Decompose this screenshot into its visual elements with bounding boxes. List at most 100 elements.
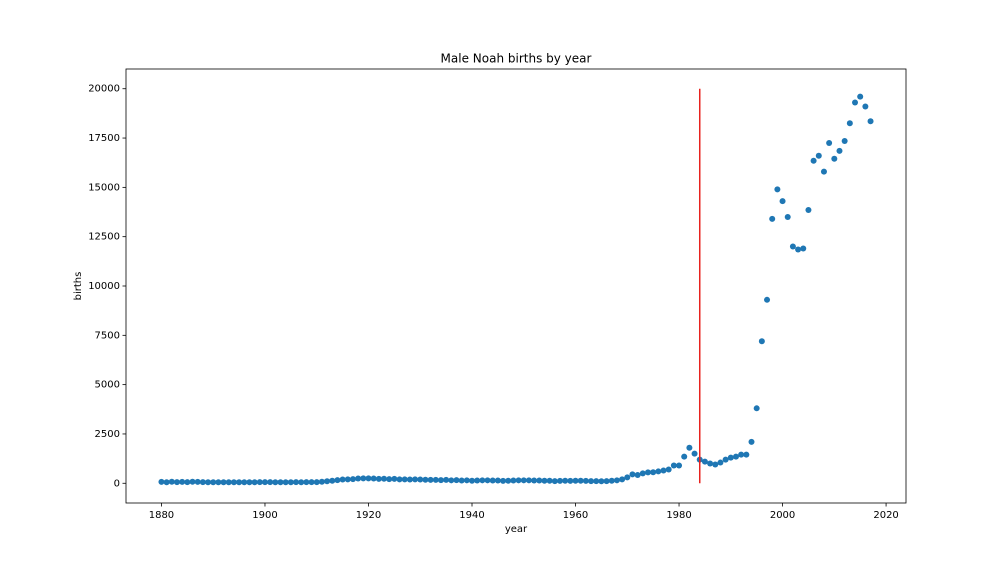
point bbox=[500, 477, 507, 484]
point bbox=[836, 147, 843, 154]
y-tick-label: 12500 bbox=[88, 232, 120, 243]
point bbox=[158, 478, 165, 485]
point bbox=[743, 451, 750, 458]
point bbox=[412, 476, 419, 483]
point bbox=[225, 479, 232, 486]
x-tick-label: 1900 bbox=[252, 510, 277, 521]
point bbox=[820, 168, 827, 175]
point bbox=[324, 478, 331, 485]
point bbox=[189, 478, 196, 485]
point bbox=[287, 479, 294, 486]
point bbox=[624, 474, 631, 481]
point bbox=[298, 479, 305, 486]
point bbox=[339, 476, 346, 483]
point bbox=[764, 296, 771, 303]
point bbox=[463, 477, 470, 484]
point bbox=[629, 471, 636, 478]
point bbox=[386, 476, 393, 483]
point bbox=[432, 476, 439, 483]
point bbox=[670, 462, 677, 469]
point bbox=[168, 478, 175, 485]
point bbox=[334, 477, 341, 484]
point bbox=[484, 477, 491, 484]
point bbox=[603, 478, 610, 485]
point bbox=[443, 476, 450, 483]
point bbox=[230, 479, 237, 486]
point bbox=[572, 477, 579, 484]
point bbox=[401, 476, 408, 483]
point bbox=[391, 475, 398, 482]
point bbox=[769, 215, 776, 222]
point bbox=[536, 477, 543, 484]
plot-frame bbox=[125, 68, 907, 504]
point bbox=[179, 478, 186, 485]
point bbox=[494, 477, 501, 484]
point bbox=[525, 477, 532, 484]
point bbox=[474, 477, 481, 484]
point bbox=[556, 477, 563, 484]
point bbox=[510, 477, 517, 484]
point bbox=[272, 479, 279, 486]
y-tick-label: 17500 bbox=[88, 133, 120, 144]
y-tick-label: 10000 bbox=[88, 281, 120, 292]
point bbox=[469, 477, 476, 484]
x-tick-label: 1940 bbox=[459, 510, 484, 521]
point bbox=[841, 138, 848, 145]
point bbox=[479, 477, 486, 484]
point bbox=[562, 477, 569, 484]
point bbox=[344, 476, 351, 483]
point bbox=[784, 213, 791, 220]
point bbox=[712, 461, 719, 468]
point bbox=[598, 478, 605, 485]
point bbox=[303, 479, 310, 486]
y-tick-label: 7500 bbox=[95, 330, 120, 341]
point bbox=[360, 475, 367, 482]
point bbox=[727, 454, 734, 461]
y-tick-label: 15000 bbox=[88, 182, 120, 193]
point bbox=[505, 477, 512, 484]
point bbox=[805, 207, 812, 214]
point bbox=[691, 450, 698, 457]
point bbox=[215, 479, 222, 486]
point bbox=[396, 476, 403, 483]
point bbox=[251, 479, 258, 486]
point bbox=[831, 155, 838, 162]
point bbox=[422, 476, 429, 483]
point bbox=[236, 479, 243, 486]
point bbox=[619, 476, 626, 483]
chart-title: Male Noah births by year bbox=[441, 52, 592, 66]
point bbox=[370, 475, 377, 482]
point bbox=[753, 405, 760, 412]
y-tick-label: 5000 bbox=[95, 380, 120, 391]
point bbox=[173, 479, 180, 486]
point bbox=[163, 479, 170, 486]
point bbox=[551, 478, 558, 485]
point bbox=[453, 477, 460, 484]
y-tick-label: 0 bbox=[114, 478, 120, 489]
point bbox=[567, 477, 574, 484]
point bbox=[852, 99, 859, 106]
point bbox=[205, 479, 212, 486]
point bbox=[867, 118, 874, 125]
point bbox=[241, 479, 248, 486]
point bbox=[644, 469, 651, 476]
point bbox=[489, 477, 496, 484]
point bbox=[846, 120, 853, 127]
point bbox=[267, 479, 274, 486]
x-tick-label: 1920 bbox=[356, 510, 381, 521]
x-tick-label: 2000 bbox=[770, 510, 795, 521]
x-tick-label: 1880 bbox=[149, 510, 174, 521]
point bbox=[582, 477, 589, 484]
point bbox=[381, 475, 388, 482]
point bbox=[655, 468, 662, 475]
point bbox=[593, 478, 600, 485]
point bbox=[448, 477, 455, 484]
point bbox=[308, 479, 315, 486]
point bbox=[588, 478, 595, 485]
point bbox=[608, 477, 615, 484]
point bbox=[639, 470, 646, 477]
point bbox=[220, 479, 227, 486]
point bbox=[681, 453, 688, 460]
point bbox=[261, 479, 268, 486]
